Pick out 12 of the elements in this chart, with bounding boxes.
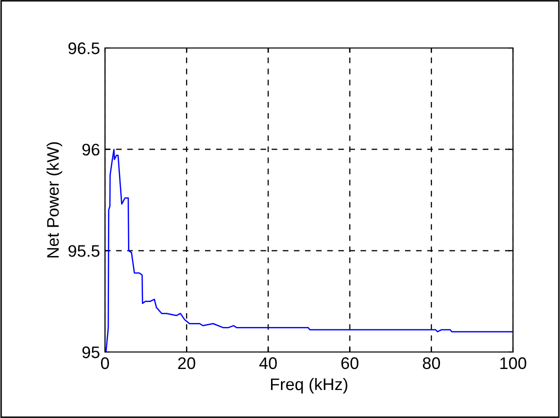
- y-tick-label: 96.5: [68, 42, 100, 54]
- x-tick-label: 60: [341, 357, 358, 370]
- y-tick-label: 95.5: [68, 245, 100, 257]
- y-axis-title: Net Power (kW): [46, 142, 62, 258]
- x-axis-title: Freq (kHz): [271, 378, 348, 394]
- y-tick-label: 95: [82, 346, 100, 358]
- x-tick-label: 100: [500, 357, 526, 370]
- y-tick-label: 96: [82, 144, 100, 156]
- x-tick-label: 80: [422, 357, 440, 370]
- x-tick-label: 0: [101, 357, 109, 370]
- x-tick-label: 20: [178, 357, 196, 370]
- x-tick-label: 40: [259, 357, 277, 370]
